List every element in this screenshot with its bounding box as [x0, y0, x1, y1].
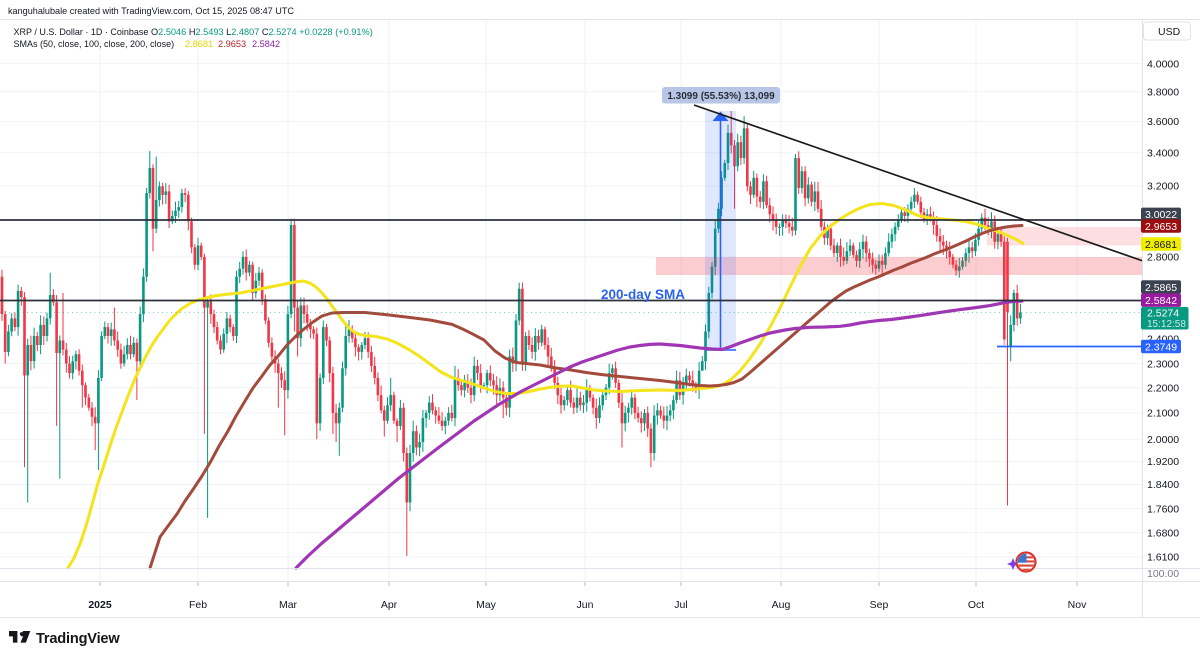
svg-text:1.8400: 1.8400: [1147, 479, 1179, 491]
svg-text:kanguhalubale created with Tra: kanguhalubale created with TradingView.c…: [8, 6, 294, 16]
svg-text:Jul: Jul: [674, 599, 687, 611]
svg-text:15:12:58: 15:12:58: [1147, 319, 1186, 330]
svg-text:Oct: Oct: [968, 599, 984, 611]
svg-text:Nov: Nov: [1068, 599, 1087, 611]
svg-text:Feb: Feb: [189, 599, 207, 611]
svg-text:2.3749: 2.3749: [1145, 341, 1177, 353]
svg-text:3.2000: 3.2000: [1147, 181, 1179, 193]
svg-text:200-day SMA: 200-day SMA: [601, 287, 685, 302]
svg-text:2025: 2025: [88, 599, 112, 611]
svg-text:2.8000: 2.8000: [1147, 252, 1179, 264]
svg-text:O2.5046 H2.5493 L2.4807 C2.: O2.5046 H2.5493 L2.4807 C2.5274 +0.0228 …: [151, 27, 373, 37]
svg-text:2.3000: 2.3000: [1147, 358, 1179, 370]
svg-text:USD: USD: [1158, 26, 1181, 38]
svg-text:May: May: [476, 599, 497, 611]
svg-text:2.9653: 2.9653: [1145, 221, 1177, 233]
svg-text:Apr: Apr: [381, 599, 398, 611]
svg-text:1.6800: 1.6800: [1147, 528, 1179, 540]
svg-text:XRP / U.S. Dollar · 1D · Coinb: XRP / U.S. Dollar · 1D · Coinbase: [14, 27, 149, 37]
svg-text:2.0000: 2.0000: [1147, 434, 1179, 446]
svg-text:2.5274: 2.5274: [1147, 308, 1179, 320]
svg-text:SMAs (50, close, 100, close, 2: SMAs (50, close, 100, close, 200, close): [14, 39, 175, 49]
svg-text:1.3099 (55.53%) 13,099: 1.3099 (55.53%) 13,099: [667, 91, 775, 102]
svg-text:1.9200: 1.9200: [1147, 456, 1179, 468]
svg-text:2.1000: 2.1000: [1147, 408, 1179, 420]
svg-text:3.0022: 3.0022: [1145, 209, 1177, 221]
svg-text:2.2000: 2.2000: [1147, 382, 1179, 394]
svg-text:Jun: Jun: [577, 599, 594, 611]
svg-text:3.8000: 3.8000: [1147, 87, 1179, 99]
svg-text:100.00: 100.00: [1147, 568, 1179, 580]
svg-text:3.4000: 3.4000: [1147, 148, 1179, 160]
svg-text:1.7600: 1.7600: [1147, 503, 1179, 515]
svg-text:3.6000: 3.6000: [1147, 116, 1179, 128]
svg-text:2.5842: 2.5842: [1145, 295, 1177, 307]
svg-text:4.0000: 4.0000: [1147, 58, 1179, 70]
svg-text:TradingView: TradingView: [36, 631, 120, 647]
svg-text:2.5865: 2.5865: [1145, 282, 1177, 294]
svg-text:Aug: Aug: [772, 599, 791, 611]
svg-text:2.8681: 2.8681: [1145, 239, 1177, 251]
svg-text:Sep: Sep: [870, 599, 889, 611]
svg-text:1.6100: 1.6100: [1147, 552, 1179, 564]
svg-text:Mar: Mar: [279, 599, 298, 611]
